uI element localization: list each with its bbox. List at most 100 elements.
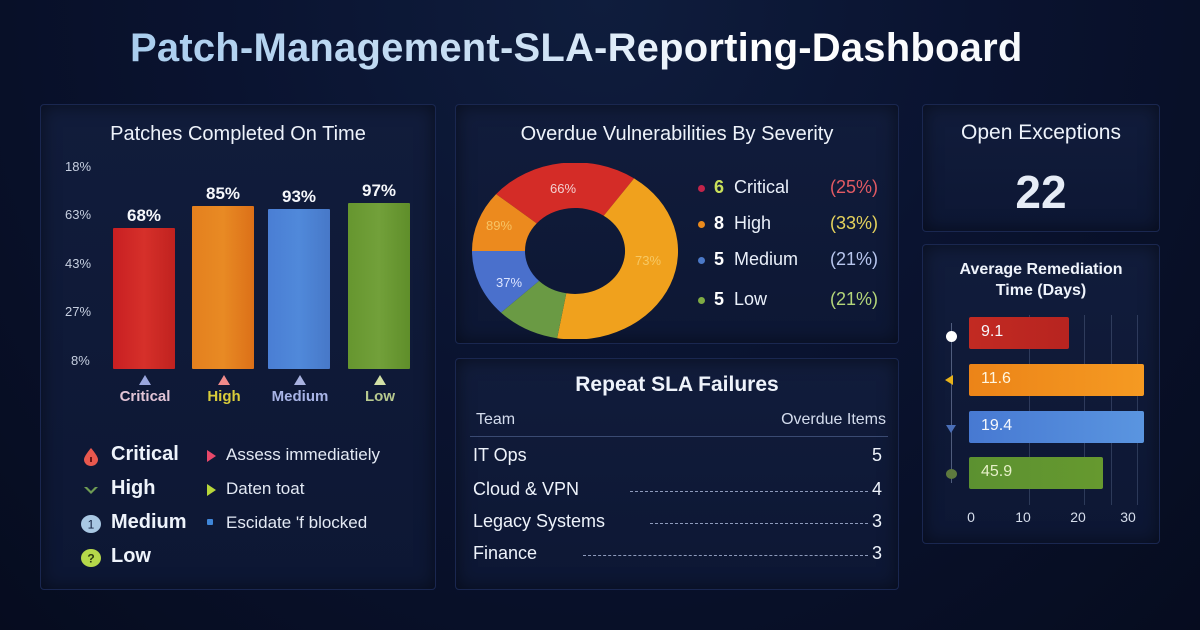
donut-slice-label: 37% — [496, 275, 523, 290]
x-label-critical: Critical — [105, 375, 185, 406]
legend-row-medium: 1 Medium Escidate 'f blocked — [77, 507, 427, 541]
legend-pct: (33%) — [829, 213, 878, 233]
legend-pct: (21%) — [829, 289, 878, 309]
column-header-overdue[interactable]: Overdue Items — [781, 411, 886, 428]
dotted-leader — [650, 523, 868, 524]
donut-slice-high-left[interactable] — [472, 194, 537, 251]
open-exceptions-value: 22 — [1015, 166, 1067, 218]
table-header: Team Overdue Items — [470, 409, 888, 437]
overdue-cell: 3 — [871, 511, 882, 531]
legend-action: Escidate 'f blocked — [226, 513, 368, 532]
patches-completed-panel: Patches Completed On Time 18% 63% 43% 27… — [40, 104, 436, 590]
bar-fill — [348, 203, 410, 369]
legend-name: High — [111, 477, 156, 499]
bar-high[interactable]: 85% — [192, 165, 254, 369]
table-row[interactable]: Legacy Systems 3 — [473, 511, 882, 541]
x-label-medium: Medium — [260, 375, 340, 406]
x-label-low: Low — [340, 375, 420, 406]
legend-name: Medium — [111, 511, 187, 533]
bar-value-label: 68% — [126, 206, 162, 225]
dot-icon — [946, 469, 957, 479]
gridline — [1137, 315, 1138, 505]
bar-low[interactable]: 97% — [348, 165, 410, 369]
donut-svg — [472, 162, 679, 340]
hbar-high[interactable]: 11.6 — [969, 364, 1144, 396]
legend-dot-icon — [698, 221, 705, 228]
bar-critical[interactable]: 68% — [113, 165, 175, 369]
column-header-team[interactable]: Team — [476, 411, 516, 428]
donut-slice-critical[interactable] — [496, 162, 635, 224]
panel-title: Repeat SLA Failures — [575, 373, 779, 396]
legend-count: 8 — [714, 213, 725, 233]
x-tick: 20 — [1070, 509, 1086, 525]
triangle-right-icon — [207, 484, 216, 496]
hbar-critical[interactable]: 9.1 — [969, 317, 1069, 349]
donut-slice-high-right[interactable] — [557, 178, 679, 340]
hbar-value: 9.1 — [981, 323, 1004, 340]
dashboard-title: Patch-Management-SLA-Reporting-Dashboard — [130, 26, 1170, 71]
panel-title: Average Remediation Time (Days) — [923, 259, 1159, 301]
overdue-cell: 4 — [871, 479, 882, 499]
dotted-leader — [630, 491, 868, 492]
y-axis: 18% 63% 43% 27% 8% — [65, 157, 105, 368]
donut-slice-medium[interactable] — [472, 251, 539, 313]
team-cell: Cloud & VPN — [473, 479, 580, 499]
legend-count: 5 — [714, 249, 725, 269]
legend-pct: (21%) — [829, 249, 878, 269]
legend-dot-icon — [698, 257, 705, 264]
donut-legend-row-high: 8 High (33%) — [696, 213, 896, 249]
legend-name: Low — [734, 289, 768, 309]
legend-row-high: High Daten toat — [77, 473, 427, 507]
table-row[interactable]: Cloud & VPN 4 — [473, 479, 882, 509]
legend-name: High — [734, 213, 772, 233]
legend-action: Daten toat — [226, 479, 305, 498]
gridline — [1111, 315, 1112, 505]
y-tick: 63% — [65, 207, 92, 222]
info-circle-icon: 1 — [81, 515, 101, 533]
x-label-high: High — [184, 375, 264, 406]
bar-value-label: 97% — [361, 181, 397, 200]
triangle-up-icon — [294, 375, 306, 385]
dot-icon — [946, 331, 957, 342]
y-tick: 43% — [65, 256, 92, 271]
remediation-time-panel: Average Remediation Time (Days) 9.1 11.6… — [922, 244, 1160, 544]
overdue-cell: 3 — [871, 543, 882, 563]
y-axis-line — [951, 323, 952, 483]
panel-title: Overdue Vulnerabilities By Severity — [520, 123, 834, 145]
hbar-value: 11.6 — [981, 370, 1011, 387]
triangle-left-icon — [945, 375, 953, 385]
legend-pct: (25%) — [829, 177, 878, 197]
legend-action: Assess immediatiely — [226, 445, 380, 464]
donut-chart: 66% 73% 37% 89% — [472, 162, 679, 340]
gridline — [1084, 315, 1085, 505]
y-tick: 8% — [71, 353, 90, 368]
x-tick: 10 — [1015, 509, 1031, 525]
hbar-value: 19.4 — [981, 417, 1013, 434]
legend-count: 5 — [714, 289, 725, 309]
svg-text:1: 1 — [88, 518, 95, 532]
legend-name: Low — [111, 545, 151, 567]
table-row[interactable]: IT Ops 5 — [473, 445, 882, 475]
square-bullet-icon — [207, 519, 213, 525]
legend-dot-icon — [698, 297, 705, 304]
donut-slice-low[interactable] — [501, 280, 567, 339]
hbar-medium[interactable]: 19.4 — [969, 411, 1144, 443]
x-tick: 30 — [1120, 509, 1136, 525]
legend-name: Critical — [111, 443, 179, 465]
horizontal-bar-plot: 9.1 11.6 19.4 45.9 — [969, 315, 1145, 505]
hbar-low[interactable]: 45.9 — [969, 457, 1103, 489]
legend-name: Critical — [734, 177, 790, 197]
check-chevron-icon — [84, 487, 98, 494]
donut-legend: 6 Critical (25%) 8 High (33%) 5 Medium (… — [696, 177, 896, 325]
table-row[interactable]: Finance 3 — [473, 543, 882, 573]
triangle-right-icon — [207, 450, 216, 462]
bar-medium[interactable]: 93% — [268, 165, 330, 369]
bar-value-label: 93% — [281, 187, 317, 206]
legend-name: Medium — [734, 249, 799, 269]
dotted-leader — [583, 555, 868, 556]
x-label-text: Medium — [271, 388, 329, 405]
legend-row-low: ? Low — [77, 541, 427, 575]
overdue-cell: 5 — [871, 445, 882, 465]
team-cell: Finance — [473, 543, 538, 563]
drop-icon — [84, 448, 98, 466]
